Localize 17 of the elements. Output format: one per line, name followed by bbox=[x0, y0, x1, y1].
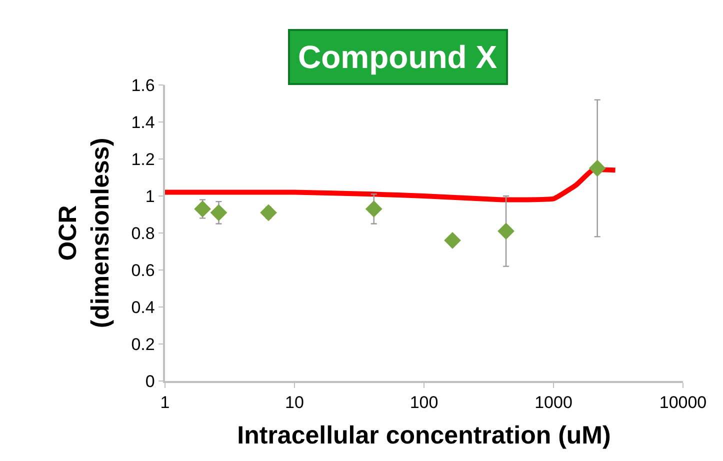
y-tick-label: 1.4 bbox=[131, 112, 155, 132]
y-tick-label: 0.8 bbox=[131, 224, 155, 243]
x-tick-label: 1000 bbox=[534, 393, 572, 412]
x-tick-label: 1 bbox=[160, 393, 170, 412]
y-axis-title: OCR (dimensionless) bbox=[54, 138, 114, 328]
y-tick-label: 1.2 bbox=[131, 150, 155, 169]
x-axis-title: Intracellular concentration (uM) bbox=[237, 422, 611, 450]
y-tick-label: 0.6 bbox=[131, 260, 155, 280]
x-tick-label: 10000 bbox=[659, 393, 707, 412]
x-tick-label: 10 bbox=[285, 393, 304, 412]
y-tick-label: 0 bbox=[145, 372, 155, 391]
chart-title: Compound X bbox=[298, 39, 498, 75]
x-tick-label: 100 bbox=[410, 393, 438, 412]
y-tick-label: 1 bbox=[145, 186, 155, 206]
y-tick-label: 1.6 bbox=[131, 76, 155, 95]
y-tick-label: 0.2 bbox=[131, 334, 155, 354]
y-tick-label: 0.4 bbox=[131, 298, 155, 317]
